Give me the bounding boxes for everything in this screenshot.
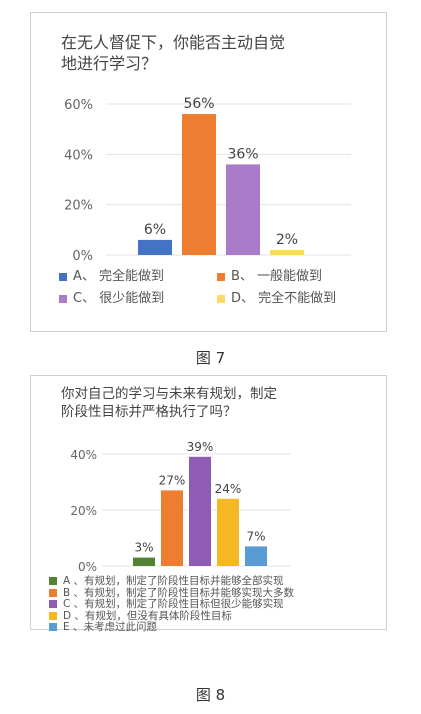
figure7-legend-swatch — [217, 272, 225, 281]
figure8-legend-swatch — [49, 623, 57, 631]
figure8-bar-c — [189, 456, 211, 566]
figure8-legend-item: A 、有规划，制定了阶段性目标并能够全部实现 — [49, 575, 379, 588]
figure8-bar-e — [245, 546, 267, 566]
figure8-title-line1: 你对自己的学习与未来有规划，制定 — [61, 386, 277, 402]
figure8-title: 你对自己的学习与未来有规划，制定 阶段性目标并严格执行了吗？ — [61, 386, 277, 421]
figure7-title-line2: 地进行学习？ — [61, 53, 158, 73]
figure7-data-label: 2% — [276, 232, 298, 248]
figure8-ytick-label: 0% — [78, 560, 97, 574]
figure7-bar-d — [270, 249, 304, 255]
figure8-legend-label: E 、未考虑过此问题 — [63, 621, 157, 633]
figure7-legend-item: D、 完全不能做到 — [217, 287, 375, 309]
figure7-data-label: 36% — [227, 146, 258, 162]
figure7-legend-item: C、 很少能做到 — [59, 287, 217, 309]
figure8-legend-label: B 、有规划，制定了阶段性目标并能够实现大多数 — [63, 586, 295, 599]
figure8-bar-b — [161, 490, 183, 566]
figure8-legend-item: B 、有规划，制定了阶段性目标并能够实现大多数 — [49, 586, 379, 600]
figure8-data-label: 7% — [246, 529, 265, 543]
figure8-legend-swatch — [49, 600, 57, 608]
figure7-bar-c — [226, 164, 260, 255]
figure7-data-label: 56% — [183, 96, 214, 112]
figure7-ytick-label: 0% — [72, 249, 93, 263]
figure7-title-line1: 在无人督促下，你能否主动自觉 — [61, 33, 286, 52]
figure8-legend-swatch — [49, 577, 57, 585]
figure8-legend-item: C 、有规划，制定了阶段性目标但很少能够实现 — [49, 598, 379, 611]
figure7-title: 在无人督促下，你能否主动自觉 地进行学习？ — [61, 33, 285, 75]
figure8-data-label: 3% — [134, 541, 153, 555]
figure7-legend: A、 完全能做到 B、 一般能做到 C、 很少能做到 D、 完全不能做到 — [59, 265, 379, 309]
figure7-data-label: 6% — [144, 222, 166, 238]
figure8-bar-d — [217, 498, 239, 566]
figure7-plot: 0% 20% 40% 60% 6% 56% 36% 2% — [64, 96, 351, 263]
figure7-chart-panel: 在无人督促下，你能否主动自觉 地进行学习？ 0% 20% 40% 60% 6% 56% 36… — [30, 12, 387, 332]
figure7-legend-label: B、 一般能做到 — [231, 269, 323, 284]
figure7-ytick-label: 40% — [64, 148, 93, 163]
figure7-legend-swatch — [217, 294, 225, 303]
figure7-legend-label: A、 完全能做到 — [73, 269, 165, 284]
figure8-bar-a — [133, 557, 155, 566]
figure7-legend-swatch — [59, 294, 67, 303]
figure8-chart-panel: 你对自己的学习与未来有规划，制定 阶段性目标并严格执行了吗？ 0% 20% 40% 3… — [30, 375, 387, 633]
figure8-caption: 图 8 — [195, 686, 226, 704]
figure8-legend-item: D 、有规划，但没有具体阶段性目标 — [49, 609, 379, 623]
figure7-legend-item: B、 一般能做到 — [217, 265, 375, 287]
figure7-caption: 图 7 — [195, 349, 226, 367]
figure8-ytick-label: 20% — [70, 504, 97, 518]
figure8-data-label: 39% — [187, 440, 214, 454]
figure7-legend-swatch — [59, 272, 67, 281]
figure8-title-line2: 阶段性目标并严格执行了吗？ — [61, 403, 237, 420]
figure7-legend-label: C、 很少能做到 — [73, 291, 165, 306]
figure7-ytick-label: 20% — [64, 199, 93, 214]
figure8-data-label: 24% — [215, 482, 242, 496]
figure8-ytick-label: 40% — [70, 448, 97, 462]
figure7-bar-a — [138, 239, 172, 255]
figure7-ytick-label: 60% — [64, 98, 93, 113]
figure7-bar-b — [182, 114, 216, 255]
figure8-data-label: 27% — [159, 473, 186, 487]
figure8-legend-label: C 、有规划，制定了阶段性目标但很少能够实现 — [63, 598, 284, 610]
figure8-legend: A 、有规划，制定了阶段性目标并能够全部实现 B 、有规划，制定了阶段性目标并能够… — [49, 575, 379, 634]
figure8-plot: 0% 20% 40% 3% 27% 39% 24% 7% — [70, 440, 291, 574]
figure8-legend-item: E 、未考虑过此问题 — [49, 621, 379, 634]
figure8-legend-swatch — [49, 588, 57, 597]
figure8-legend-label: D 、有规划，但没有具体阶段性目标 — [63, 609, 232, 622]
figure8-legend-label: A 、有规划，制定了阶段性目标并能够全部实现 — [63, 575, 284, 587]
figure7-legend-label: D、 完全不能做到 — [231, 291, 337, 306]
figure8-legend-swatch — [49, 611, 57, 620]
figure7-legend-item: A、 完全能做到 — [59, 265, 217, 287]
